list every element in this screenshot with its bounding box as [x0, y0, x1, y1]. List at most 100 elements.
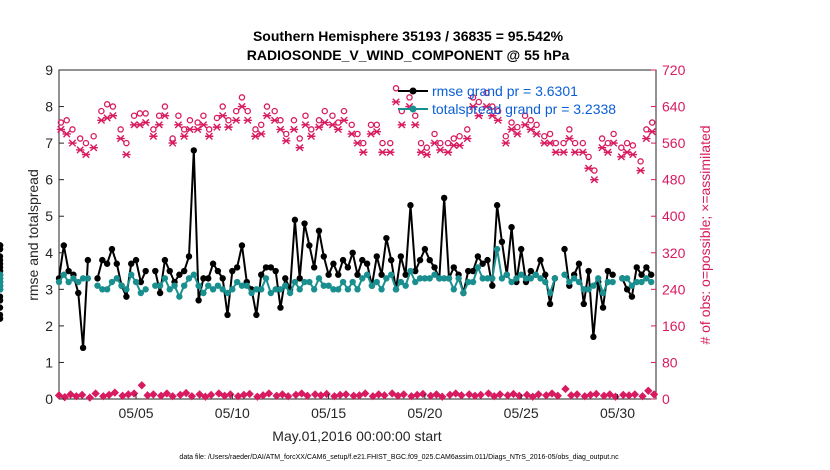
rmse-point — [75, 289, 82, 297]
obs-assimilated-point — [609, 139, 618, 147]
rmse-point — [282, 275, 289, 282]
obs-assimilated-point — [603, 148, 613, 156]
rmse-point — [575, 260, 583, 267]
rmse-point — [306, 242, 313, 249]
rmse-point — [296, 275, 303, 282]
obs-possible-point — [244, 107, 251, 115]
obs-bottom-point — [465, 390, 474, 399]
totalspread-point — [224, 289, 231, 297]
totalspread-point — [450, 286, 457, 293]
obs-assimilated-point — [545, 139, 555, 147]
rmse-point — [200, 275, 207, 282]
rmse-point — [113, 260, 120, 267]
totalspread-point — [277, 286, 284, 293]
totalspread-point — [354, 286, 361, 293]
totalspread-point — [585, 286, 592, 293]
rmse-point — [373, 253, 380, 260]
totalspread-point — [527, 275, 535, 282]
obs-bottom-point — [605, 390, 614, 399]
totalspread-point — [118, 282, 125, 289]
obs-possible-point — [456, 133, 463, 140]
obs-assimilated-point — [565, 134, 574, 143]
y-tick-label: 8 — [45, 99, 53, 115]
obs-assimilated-point — [436, 146, 445, 154]
obs-possible-point — [637, 158, 644, 165]
obs-bottom-point — [264, 389, 274, 398]
rmse-point — [320, 253, 327, 260]
legend-spread-marker — [409, 105, 417, 113]
obs-possible-point — [450, 135, 458, 142]
obs-assimilated-point — [422, 150, 431, 159]
obs-possible-point — [475, 98, 483, 106]
rmse-point — [431, 264, 438, 271]
rmse-point — [339, 256, 347, 264]
totalspread-point — [647, 278, 655, 286]
obs-bottom-point — [156, 391, 166, 400]
obs-assimilated-point — [320, 118, 329, 127]
obs-possible-point — [527, 117, 535, 124]
totalspread-point — [575, 278, 583, 286]
totalspread-point — [436, 275, 443, 282]
obs-assimilated-point — [56, 125, 66, 134]
obs-bottom-point — [649, 390, 659, 399]
chart-title-line2: RADIOSONDE_V_WIND_COMPONENT @ 55 hPa — [247, 47, 570, 63]
rmse-point — [132, 256, 140, 264]
rmse-point — [219, 275, 226, 282]
rmse-point — [383, 234, 390, 242]
totalspread-point — [383, 275, 390, 282]
rmse-point — [359, 256, 366, 264]
totalspread-point — [604, 278, 612, 286]
totalspread-point — [590, 282, 597, 289]
obs-assimilated-point — [141, 118, 150, 127]
totalspread-point — [349, 278, 356, 286]
obs-assimilated-point — [122, 150, 131, 159]
obs-assimilated-point — [372, 127, 381, 136]
obs-possible-point — [98, 107, 105, 115]
y-tick-label: 2 — [45, 318, 53, 334]
rmse-point — [291, 216, 299, 224]
obs-possible-point — [541, 133, 548, 140]
obs-assimilated-point — [205, 132, 214, 140]
totalspread-point — [219, 286, 226, 293]
obs-assimilated-point — [154, 121, 164, 129]
obs-bottom-point — [310, 390, 320, 399]
obs-bottom-point — [495, 390, 505, 399]
obs-assimilated-point — [455, 141, 464, 150]
obs-bottom-point — [561, 384, 570, 394]
obs-possible-point — [648, 119, 656, 126]
obs-bottom-point — [206, 390, 216, 400]
obs-assimilated-point — [397, 121, 406, 129]
rmse-point — [546, 300, 554, 308]
obs-assimilated-point — [493, 116, 503, 124]
obs-assimilated-point — [617, 153, 626, 161]
obs-bottom-point — [278, 390, 287, 399]
obs-bottom-point — [303, 391, 312, 400]
rmse-point — [142, 267, 149, 275]
totalspread-point — [513, 275, 520, 282]
totalspread-point — [258, 286, 265, 293]
totalspread-point — [609, 278, 616, 286]
totalspread-point — [171, 282, 178, 289]
rmse-point — [489, 282, 496, 289]
y-right-tick-label: 160 — [662, 318, 686, 334]
totalspread-point — [301, 278, 308, 286]
y-right-tick-label: 320 — [662, 245, 686, 261]
obs-assimilated-point — [463, 134, 472, 143]
totalspread-point — [474, 264, 482, 271]
totalspread-point — [233, 278, 241, 286]
y-axis-label: rmse and totalspread — [25, 169, 41, 301]
obs-bottom-point — [187, 392, 197, 401]
obs-bottom-point — [297, 389, 306, 398]
obs-assimilated-point — [328, 121, 337, 129]
rmse-point — [65, 267, 72, 275]
totalspread-point — [55, 278, 63, 286]
y-tick-label: 3 — [45, 281, 53, 297]
obs-bottom-point — [322, 389, 331, 399]
rmse-point — [0, 315, 4, 322]
obs-possible-point — [629, 142, 637, 149]
obs-possible-point — [386, 139, 394, 147]
rmse-point — [388, 256, 395, 264]
rmse-point — [493, 202, 501, 209]
obs-bottom-point — [547, 389, 557, 398]
totalspread-point — [412, 278, 419, 286]
